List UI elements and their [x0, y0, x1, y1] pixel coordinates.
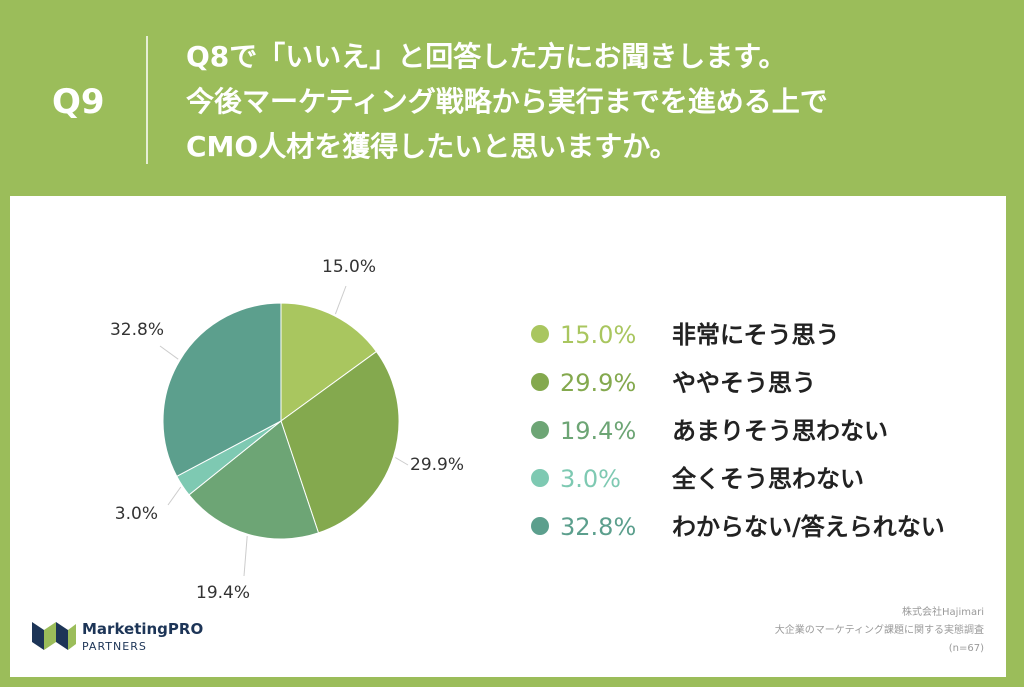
legend-label: わからない/答えられない [672, 513, 945, 541]
pie-slice [280, 350, 400, 534]
question-number: Q9 [52, 82, 105, 122]
source-line-2: 大企業のマーケティング課題に関する実態調査 [774, 625, 984, 636]
callout-line [243, 536, 248, 577]
legend-value: 15.0% [560, 321, 636, 349]
legend-label: あまりそう思わない [672, 417, 888, 445]
slice-value-label: 29.9% [410, 455, 464, 475]
legend-value: 3.0% [560, 465, 621, 493]
legend-value: 29.9% [560, 369, 636, 397]
legend-marker [531, 373, 549, 391]
slice-value-label: 15.0% [322, 257, 376, 277]
legend-marker [531, 325, 549, 343]
question-line-1: Q8で「いいえ」と回答した方にお聞きします。 [186, 40, 787, 73]
brand-logo-icon [32, 622, 76, 650]
legend-value: 32.8% [560, 513, 636, 541]
pie-slice [280, 302, 378, 422]
legend-marker [531, 469, 549, 487]
legend-marker [531, 517, 549, 535]
legend-marker [531, 421, 549, 439]
source-note: 株式会社Hajimari 大企業のマーケティング課題に関する実態調査 (n=67… [664, 604, 984, 658]
source-line-1: 株式会社Hajimari [902, 607, 984, 618]
callout-line [334, 285, 347, 315]
callout-line [395, 457, 409, 466]
brand-sub: PARTNERS [82, 640, 147, 653]
brand-name: MarketingPRO [82, 620, 204, 638]
header-divider [146, 36, 148, 164]
question-line-3: CMO人材を獲得したいと思いますか。 [186, 130, 678, 163]
legend-label: 全くそう思わない [671, 465, 864, 493]
callout-line [159, 345, 179, 360]
pie-slice [188, 420, 320, 540]
slice-value-label: 19.4% [196, 583, 250, 603]
source-line-3: (n=67) [948, 643, 984, 654]
callout-line [167, 486, 182, 506]
slice-value-label: 3.0% [115, 504, 158, 524]
legend-label: ややそう思う [672, 369, 816, 397]
question-text: Q8で「いいえ」と回答した方にお聞きします。 今後マーケティング戦略から実行まで… [186, 34, 986, 169]
pie-slice [162, 302, 282, 478]
question-line-2: 今後マーケティング戦略から実行までを進める上で [186, 85, 828, 118]
legend-value: 19.4% [560, 417, 636, 445]
slice-value-label: 32.8% [110, 320, 164, 340]
legend-label: 非常にそう思う [672, 321, 840, 349]
